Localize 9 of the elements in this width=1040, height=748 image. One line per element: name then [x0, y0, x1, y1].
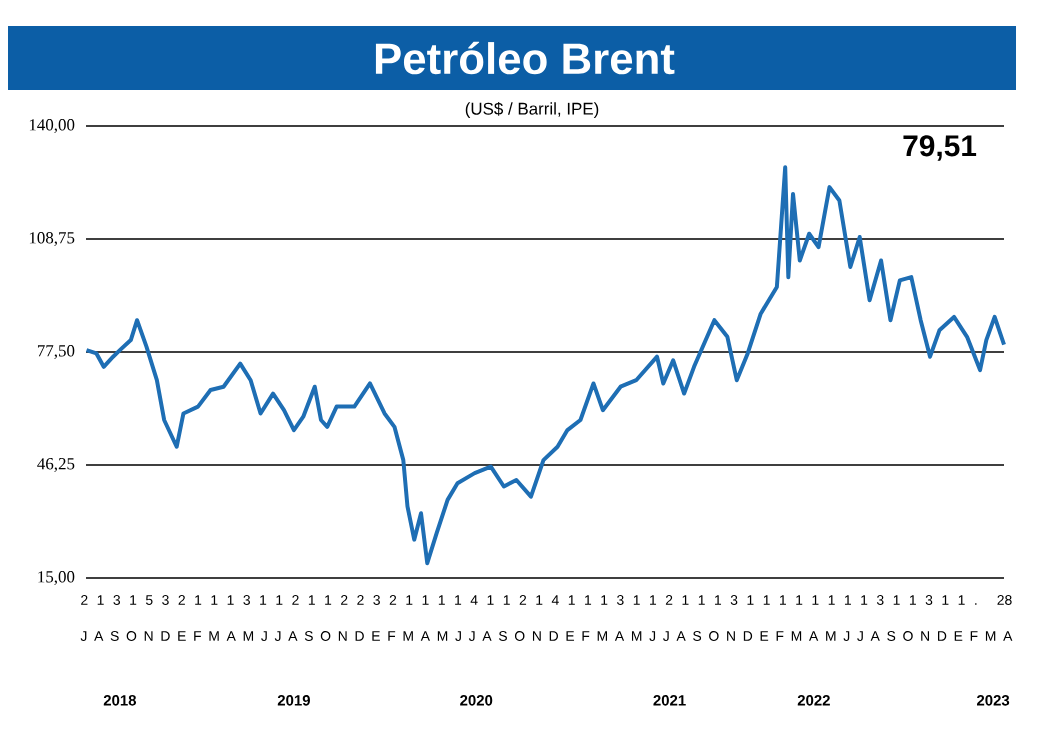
y-tick-label: 108,75	[29, 232, 75, 246]
y-tick-label: 140,00	[29, 119, 75, 133]
y-tick-label: 46,25	[37, 458, 75, 472]
annotation: 79,51	[903, 135, 977, 161]
y-tick-label: 15,00	[38, 571, 75, 585]
chart-title: Petróleo Brent	[375, 41, 675, 75]
line-series	[84, 165, 1007, 566]
y-tick-label: 77,50	[37, 345, 75, 359]
chart-subtitle: (US$ / Barril, IPE)	[465, 101, 599, 119]
